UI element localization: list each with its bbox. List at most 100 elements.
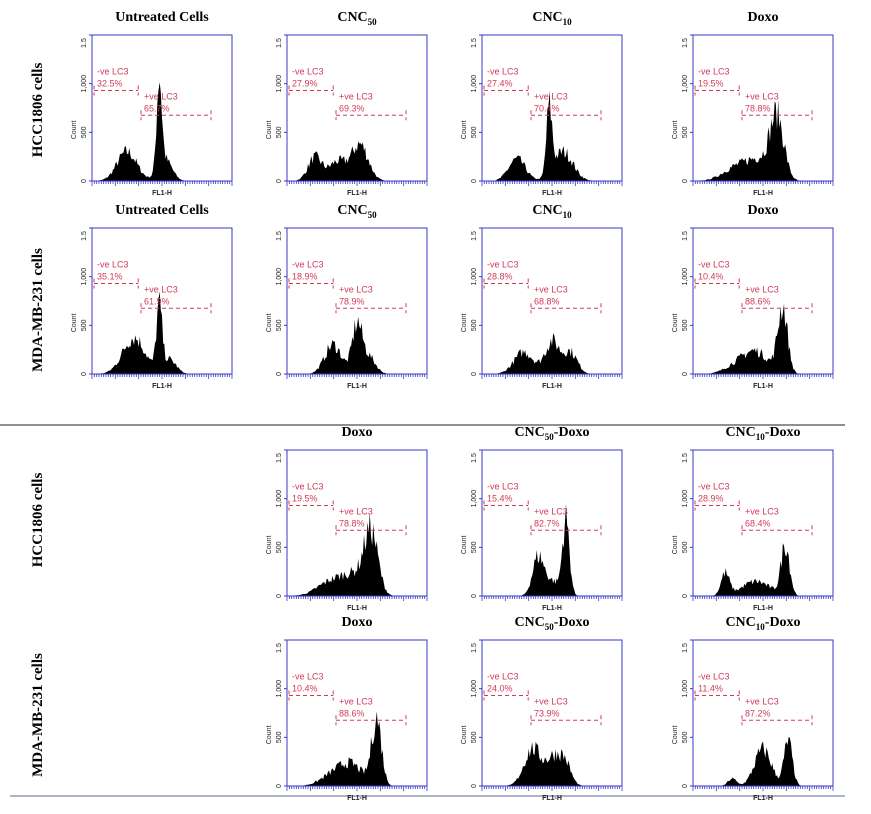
x-axis-label: FL1-H: [152, 383, 172, 390]
panel-title: CNC10-Doxo: [725, 615, 800, 632]
y-tick-label: 1,000: [682, 490, 689, 508]
histogram: [693, 303, 833, 374]
x-axis-label: FL1-H: [347, 190, 367, 197]
y-tick-label: 500: [471, 731, 478, 743]
title-subscript: 10: [756, 622, 766, 632]
y-tick-label: 0: [471, 784, 478, 788]
histogram-panel: Doxo 1.5 1,000 500 0 Count FL1-H -ve LC3 10.4% +v…: [266, 615, 428, 802]
title-subscript: 10: [756, 432, 766, 442]
panel-title: CNC10: [532, 10, 572, 27]
y-tick-label: 1.5: [81, 38, 88, 48]
pos-gate-percent: 69.3%: [339, 103, 365, 113]
y-tick-label: 1.5: [471, 231, 478, 241]
title-suffix: -Doxo: [765, 425, 801, 440]
neg-gate-label: -ve LC3: [97, 259, 129, 269]
pos-gate-percent: 68.8%: [534, 296, 560, 306]
y-tick-label: 500: [276, 319, 283, 331]
pos-gate: [530, 715, 602, 726]
y-tick-label: 500: [682, 126, 689, 138]
neg-gate-percent: 19.5%: [698, 78, 724, 88]
title-text: Untreated Cells: [115, 10, 209, 25]
histogram-panel: Doxo 1.5 1,000 500 0 Count FL1-H -ve LC3 10.4% +v…: [672, 203, 834, 390]
histogram-panel: Untreated Cells 1.5 1,000 500 0 Count FL1-H -ve…: [71, 203, 233, 390]
histogram: [482, 90, 622, 181]
x-axis-label: FL1-H: [753, 190, 773, 197]
title-text: Doxo: [747, 10, 778, 25]
y-axis-label: Count: [461, 536, 468, 555]
y-tick-label: 1.5: [276, 643, 283, 653]
x-axis-label: FL1-H: [753, 795, 773, 802]
row-label: HCC1806 cells: [30, 473, 46, 568]
y-axis-label: Count: [266, 726, 273, 745]
title-text: CNC: [514, 425, 544, 440]
pos-gate-percent: 73.9%: [534, 708, 560, 718]
neg-gate-label: -ve LC3: [698, 481, 730, 491]
x-axis-label: FL1-H: [542, 605, 562, 612]
title-text: Doxo: [341, 425, 372, 440]
histogram: [92, 82, 232, 181]
y-tick-label: 500: [81, 319, 88, 331]
neg-gate-percent: 10.4%: [292, 683, 318, 693]
neg-gate-percent: 15.4%: [487, 493, 513, 503]
y-tick-label: 1.5: [682, 38, 689, 48]
y-tick-label: 500: [276, 126, 283, 138]
y-tick-label: 1,000: [81, 268, 88, 286]
y-tick-label: 0: [471, 594, 478, 598]
neg-gate: [93, 85, 139, 96]
pos-gate: [530, 525, 602, 536]
title-text: CNC: [514, 615, 544, 630]
title-text: CNC: [532, 10, 562, 25]
histogram-panel: CNC10 1.5 1,000 500 0 Count FL1-H -ve LC3 28.8% +…: [461, 203, 623, 390]
panel-title: CNC50: [337, 10, 377, 27]
histogram-panel: Doxo 1.5 1,000 500 0 Count FL1-H -ve LC3 19.5% +v…: [266, 425, 428, 612]
pos-gate: [335, 110, 407, 121]
y-axis-label: Count: [71, 314, 78, 333]
y-tick-label: 1,000: [471, 75, 478, 93]
y-tick-label: 1,000: [276, 490, 283, 508]
neg-gate-label: -ve LC3: [487, 671, 519, 681]
neg-gate-percent: 27.4%: [487, 78, 513, 88]
pos-gate: [530, 110, 602, 121]
histogram: [287, 316, 427, 374]
panel-title: Doxo: [747, 203, 778, 218]
histogram-panel: Doxo 1.5 1,000 500 0 Count FL1-H -ve LC3 19.5% +v…: [672, 10, 834, 197]
y-axis-label: Count: [461, 121, 468, 140]
y-tick-label: 0: [81, 179, 88, 183]
title-text: CNC: [337, 10, 367, 25]
panel-title: Untreated Cells: [115, 203, 209, 218]
y-axis-label: Count: [672, 536, 679, 555]
neg-gate-percent: 28.8%: [487, 271, 513, 281]
panel-title: Doxo: [341, 615, 372, 630]
title-subscript: 50: [368, 17, 378, 27]
pos-gate-percent: 78.8%: [745, 103, 771, 113]
pos-gate-label: +ve LC3: [144, 91, 178, 101]
neg-gate-label: -ve LC3: [698, 259, 730, 269]
histogram: [287, 512, 427, 596]
neg-gate-label: -ve LC3: [292, 671, 324, 681]
histogram: [693, 99, 833, 181]
pos-gate-percent: 87.2%: [745, 708, 771, 718]
panel-title: Doxo: [341, 425, 372, 440]
neg-gate-label: -ve LC3: [292, 259, 324, 269]
y-tick-label: 0: [471, 372, 478, 376]
title-suffix: -Doxo: [554, 425, 590, 440]
pos-gate: [741, 110, 813, 121]
neg-gate-percent: 11.4%: [698, 683, 723, 693]
histogram: [287, 711, 427, 786]
neg-gate-label: -ve LC3: [698, 66, 730, 76]
histogram-panel: Untreated Cells 1.5 1,000 500 0 Count FL1-H -ve…: [71, 10, 233, 197]
y-tick-label: 1.5: [471, 453, 478, 463]
pos-gate-label: +ve LC3: [144, 284, 178, 294]
y-tick-label: 1.5: [682, 231, 689, 241]
y-axis-label: Count: [461, 314, 468, 333]
histogram-panel: CNC50-Doxo 1.5 1,000 500 0 Count FL1-H -ve LC3 1…: [461, 425, 623, 612]
x-axis-label: FL1-H: [347, 795, 367, 802]
x-axis-label: FL1-H: [542, 795, 562, 802]
pos-gate-label: +ve LC3: [534, 91, 568, 101]
y-tick-label: 0: [81, 372, 88, 376]
histogram-panel: CNC50-Doxo 1.5 1,000 500 0 Count FL1-H -ve LC3 2…: [461, 615, 623, 802]
pos-gate-label: +ve LC3: [745, 91, 779, 101]
y-tick-label: 500: [81, 126, 88, 138]
y-tick-label: 0: [471, 179, 478, 183]
